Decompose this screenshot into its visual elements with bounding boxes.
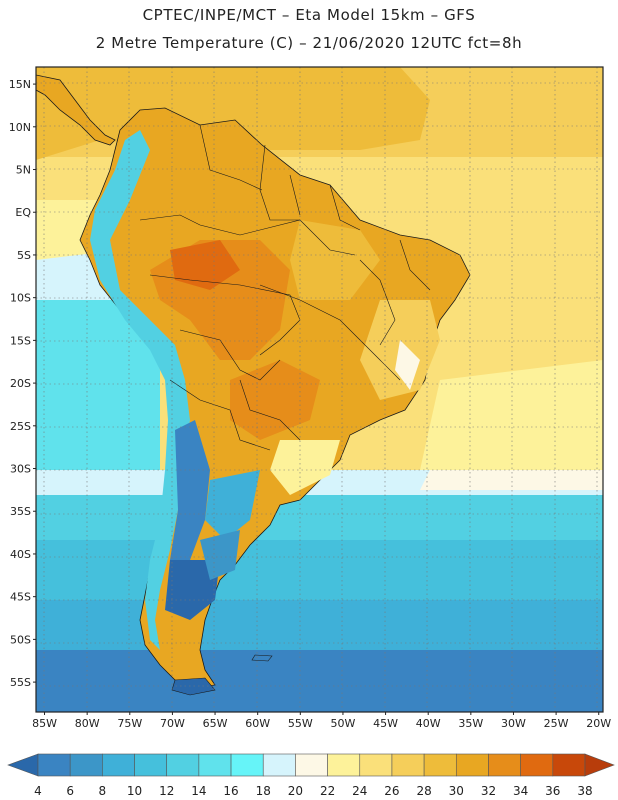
- atlantic-cool: [36, 495, 603, 540]
- southern-band-3: [36, 650, 603, 712]
- lon-label: 30W: [501, 717, 526, 730]
- title-line-2: 2 Metre Temperature (C) – 21/06/2020 12U…: [95, 34, 523, 52]
- lon-label: 70W: [160, 717, 185, 730]
- colorbar-label: 16: [223, 784, 238, 798]
- colorbar-swatch: [295, 753, 328, 777]
- colorbar-swatch: [520, 753, 554, 777]
- south-brazil: [270, 440, 340, 495]
- andes-cold-strip: [90, 130, 190, 650]
- colorbar: 4 6 8 10 12 14 16 18 20 22 24 26 28 30 32 34 36 38: [7, 753, 615, 798]
- lon-label: 85W: [32, 717, 57, 730]
- colorbar-label: 4: [34, 784, 42, 798]
- lat-label: 35S: [10, 505, 31, 518]
- interior-hot-2: [230, 360, 320, 440]
- amazon-east: [290, 220, 380, 300]
- lat-label: 5S: [17, 249, 31, 262]
- lon-label: 80W: [75, 717, 100, 730]
- lat-label: 55S: [10, 676, 31, 689]
- latitude-labels: 15N 10N 5N EQ 5S 10S 15S 20S 25S 30S 35S 40S 45S 50S 5…: [9, 78, 36, 689]
- lat-label: 40S: [10, 548, 31, 561]
- pampas-cool: [205, 470, 260, 540]
- pacific-cool: [36, 300, 160, 480]
- lat-label: 5N: [16, 164, 31, 177]
- colorbar-label: 36: [545, 784, 560, 798]
- colorbar-label: 34: [513, 784, 528, 798]
- lat-label: 50S: [10, 633, 31, 646]
- title-line-1: CPTEC/INPE/MCT – Eta Model 15km – GFS: [142, 6, 476, 24]
- colorbar-label: 24: [352, 784, 367, 798]
- lat-label: 10S: [10, 292, 31, 305]
- colorbar-label: 10: [127, 784, 142, 798]
- colorbar-label: 22: [320, 784, 335, 798]
- lon-label: 25W: [544, 717, 569, 730]
- southern-band-1: [36, 540, 603, 600]
- colorbar-label: 18: [256, 784, 271, 798]
- colorbar-label: 8: [99, 784, 107, 798]
- colorbar-label: 26: [384, 784, 399, 798]
- colorbar-swatch: [230, 753, 264, 777]
- colorbar-swatch: [198, 753, 232, 777]
- colorbar-swatch: [69, 753, 103, 777]
- colorbar-label: 28: [416, 784, 431, 798]
- temperature-field: [36, 67, 603, 712]
- colorbar-min-arrow: [7, 753, 39, 777]
- lon-label: 20W: [586, 717, 611, 730]
- colorbar-swatch: [423, 753, 457, 777]
- lat-label: 15N: [9, 78, 31, 91]
- lon-label: 65W: [203, 717, 228, 730]
- lon-label: 50W: [331, 717, 356, 730]
- lat-label: EQ: [15, 206, 31, 219]
- colorbar-swatch: [327, 753, 361, 777]
- atlantic-warm: [420, 360, 603, 470]
- andes-south-cold: [170, 420, 210, 590]
- colorbar-swatch: [262, 753, 296, 777]
- colorbar-swatch: [37, 753, 71, 777]
- lat-label: 45S: [10, 591, 31, 604]
- patagonia-cold: [165, 560, 220, 620]
- lat-label: 15S: [10, 334, 31, 347]
- colorbar-swatch: [359, 753, 393, 777]
- grid-lines: [36, 67, 603, 712]
- lat-label: 25S: [10, 420, 31, 433]
- lon-label: 35W: [458, 717, 483, 730]
- lat-label: 30S: [10, 463, 31, 476]
- colorbar-swatch: [134, 753, 168, 777]
- colorbar-label: 38: [577, 784, 592, 798]
- lon-label: 75W: [117, 717, 142, 730]
- southern-band-2: [36, 600, 603, 650]
- lat-label: 10N: [9, 121, 31, 134]
- colorbar-label: 6: [66, 784, 74, 798]
- colorbar-label: 32: [481, 784, 496, 798]
- longitude-labels: 85W 80W 75W 70W 65W 60W 55W 50W 45W 40W 35W 30W 25W 2…: [32, 712, 611, 730]
- colorbar-swatch: [488, 753, 521, 777]
- country-borders: [139, 124, 431, 451]
- highland-pale: [395, 340, 420, 390]
- lon-label: 55W: [288, 717, 313, 730]
- colorbar-label: 20: [288, 784, 303, 798]
- colorbar-swatch: [391, 753, 425, 777]
- colorbar-swatch: [552, 753, 586, 777]
- atlantic-pale: [420, 470, 603, 490]
- falkland-islands: [251, 654, 273, 662]
- colorbar-label: 12: [159, 784, 174, 798]
- colorbar-label: 14: [191, 784, 206, 798]
- lon-label: 40W: [416, 717, 441, 730]
- central-america: [36, 74, 116, 146]
- interior-hottest: [170, 240, 240, 290]
- colorbar-label: 30: [449, 784, 464, 798]
- map-frame: [35, 66, 604, 713]
- colorbar-max-arrow: [584, 753, 615, 777]
- tierra-del-fuego: [171, 677, 216, 696]
- lon-label: 45W: [373, 717, 398, 730]
- colorbar-swatch: [102, 753, 135, 777]
- colorbar-swatch: [455, 753, 489, 777]
- lon-label: 60W: [245, 717, 270, 730]
- patagonia-mid: [200, 530, 240, 580]
- lat-label: 20S: [10, 377, 31, 390]
- colorbar-swatch: [166, 753, 200, 777]
